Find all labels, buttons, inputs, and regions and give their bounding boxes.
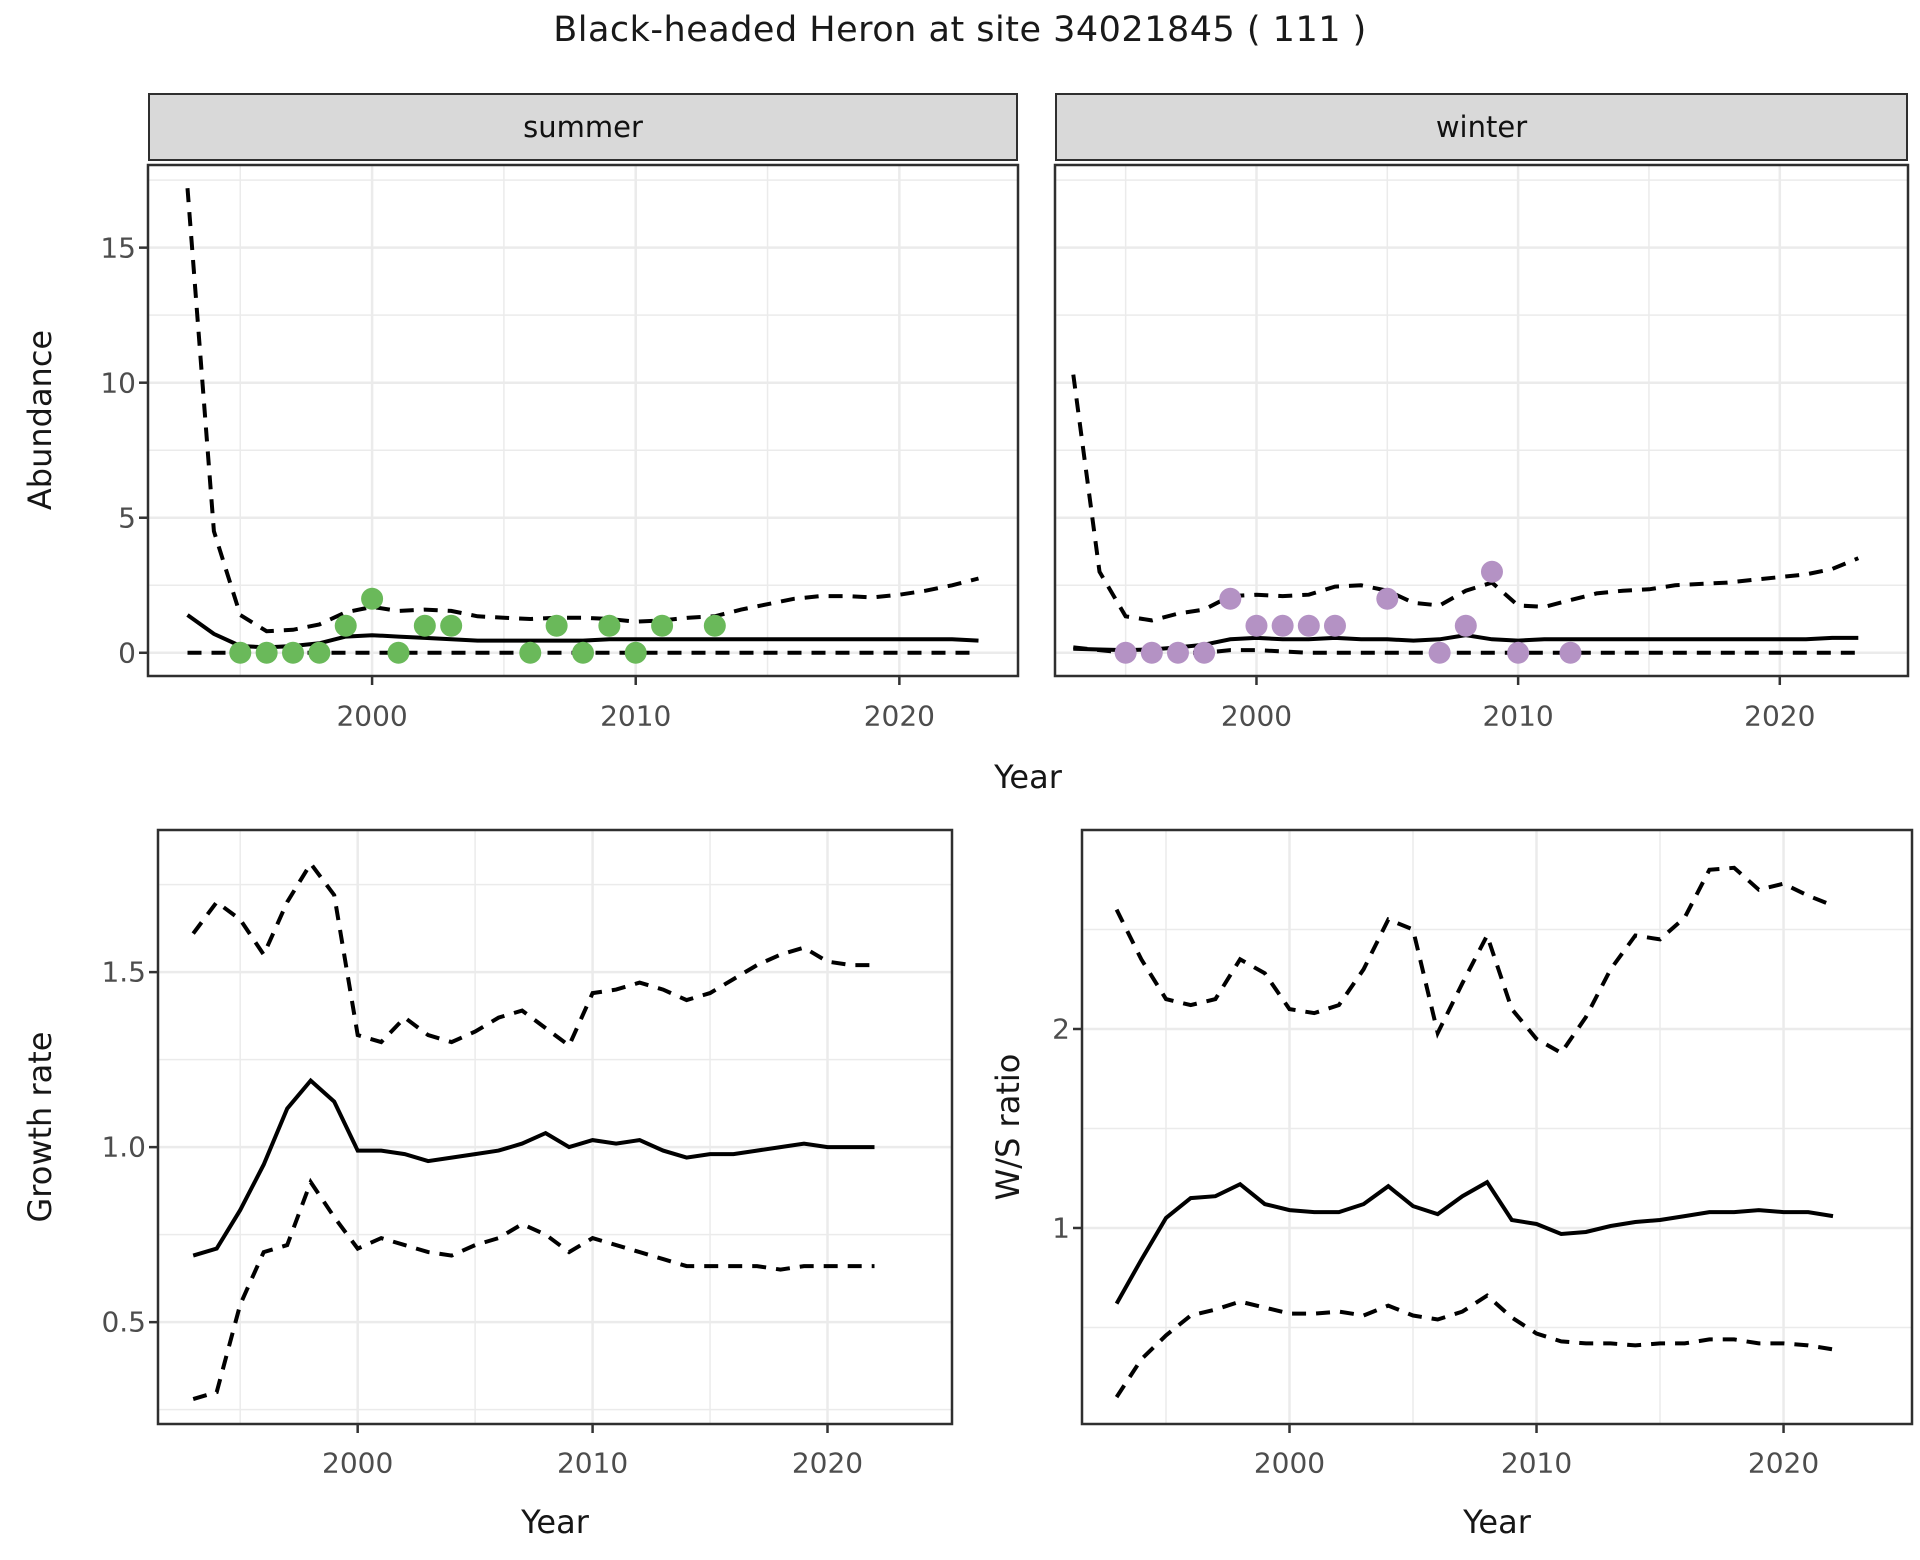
data-point xyxy=(1454,614,1477,637)
chart-title: Black-headed Heron at site 34021845 ( 11… xyxy=(553,10,1367,50)
x-tick-label: 2000 xyxy=(1220,699,1293,733)
x-tick-label: 2010 xyxy=(600,699,672,733)
data-point xyxy=(1219,587,1242,610)
data-point xyxy=(440,614,463,637)
data-point xyxy=(1193,641,1216,664)
data-point xyxy=(1297,614,1320,637)
points-abundance-summer xyxy=(229,587,726,664)
data-point xyxy=(572,641,594,664)
facet-strip-winter: winter xyxy=(1055,93,1908,161)
panel-growth-rate xyxy=(149,828,954,1433)
data-point xyxy=(1271,614,1294,637)
y-tick-label: 10 xyxy=(100,366,136,400)
data-point xyxy=(1480,560,1503,583)
x-tick-label: 2010 xyxy=(556,1446,629,1480)
panel-abundance-summer xyxy=(139,163,1020,685)
facet-strip-winter-label: winter xyxy=(1435,110,1528,144)
data-point xyxy=(703,614,726,637)
data-point xyxy=(1559,641,1582,664)
x-tick-label: 2000 xyxy=(336,699,408,733)
x-tick-label: 2010 xyxy=(1500,1446,1573,1480)
x-tick-label: 2020 xyxy=(863,699,935,733)
panel-ws-ratio xyxy=(1073,828,1914,1433)
x-tick-label: 2020 xyxy=(1747,1446,1820,1480)
data-point xyxy=(1114,641,1137,664)
series-abundance-winter-dashed xyxy=(1071,374,1860,623)
data-point xyxy=(1507,641,1530,664)
x-tick-label: 2000 xyxy=(322,1446,394,1480)
data-point xyxy=(387,641,410,664)
x-tick-label: 2020 xyxy=(791,1446,864,1480)
series-ws-ratio-solid xyxy=(1114,1179,1834,1305)
data-point xyxy=(308,641,331,664)
series-abundance-summer-dashed xyxy=(185,188,979,634)
data-point xyxy=(1245,614,1268,637)
gridlines-ws-ratio xyxy=(1082,830,1912,1424)
data-point xyxy=(1376,587,1399,610)
data-point xyxy=(624,641,647,664)
data-point xyxy=(598,614,621,637)
y-tick-label: 1 xyxy=(1052,1211,1070,1245)
x-tick-label: 2020 xyxy=(1744,699,1816,733)
y-tick-label: 5 xyxy=(118,501,136,535)
y-tick-label: 0 xyxy=(118,636,136,670)
y-tick-label: 0.5 xyxy=(101,1305,146,1339)
y-tick-label: 15 xyxy=(100,231,136,265)
data-point xyxy=(361,587,384,610)
data-point xyxy=(282,641,304,664)
facet-strip-summer: summer xyxy=(148,93,1018,161)
data-point xyxy=(519,641,542,664)
series-growth-rate-dashed xyxy=(191,860,875,1049)
x-tick-label: 2000 xyxy=(1253,1446,1326,1480)
data-point xyxy=(255,641,278,664)
data-point xyxy=(651,614,674,637)
data-point xyxy=(1140,641,1163,664)
panel-abundance-winter xyxy=(1053,163,1910,685)
gridlines-abundance-summer xyxy=(148,165,1018,676)
data-point xyxy=(229,641,252,664)
series-growth-rate-dashed xyxy=(192,1177,875,1402)
data-point xyxy=(413,614,436,637)
series-growth-rate-solid xyxy=(192,1077,875,1258)
points-abundance-winter xyxy=(1114,560,1582,664)
data-point xyxy=(334,614,357,637)
y-tick-label: 2 xyxy=(1052,1012,1070,1046)
data-point xyxy=(1323,614,1346,637)
data-point xyxy=(545,614,568,637)
y-tick-label: 1.0 xyxy=(101,1130,146,1164)
data-point xyxy=(1428,641,1451,664)
x-tick-label: 2010 xyxy=(1482,699,1554,733)
data-point xyxy=(1166,641,1189,664)
facet-strip-summer-label: summer xyxy=(523,110,643,144)
series-ws-ratio-dashed xyxy=(1114,865,1834,1056)
y-tick-label: 1.5 xyxy=(101,955,146,989)
